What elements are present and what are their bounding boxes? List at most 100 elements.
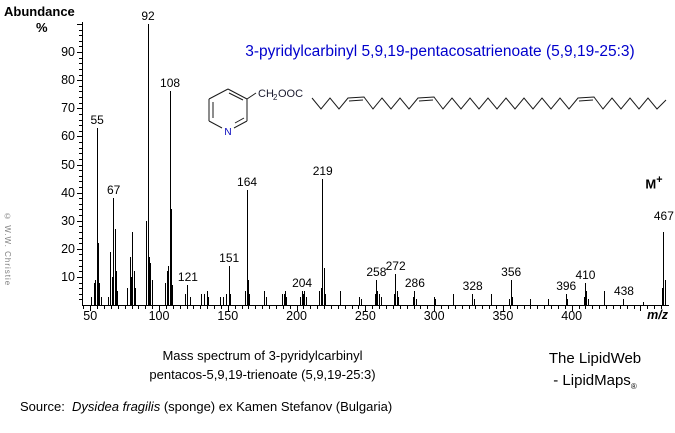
peak-bar bbox=[206, 290, 208, 305]
x-axis-tick bbox=[537, 306, 539, 309]
peak-bar bbox=[132, 231, 134, 305]
y-axis-tick bbox=[79, 85, 82, 87]
peak-bar bbox=[133, 271, 135, 305]
peak-bar bbox=[510, 279, 512, 305]
x-axis-tick bbox=[468, 306, 470, 309]
peak-label: 396 bbox=[556, 278, 577, 293]
caption-line-1: Mass spectrum of 3-pyridylcarbinyl bbox=[162, 348, 363, 363]
peak-bar bbox=[99, 282, 101, 305]
peak-bar bbox=[529, 299, 531, 305]
x-axis-tick bbox=[392, 306, 394, 309]
peak-bar bbox=[565, 293, 567, 305]
x-axis-tick bbox=[296, 306, 298, 311]
x-axis-tick bbox=[502, 306, 504, 311]
x-axis-tick bbox=[193, 306, 195, 309]
x-axis-tick bbox=[165, 306, 167, 309]
y-axis-tick bbox=[79, 113, 82, 115]
y-axis-tick bbox=[79, 35, 82, 37]
y-axis-tick bbox=[77, 80, 82, 82]
compound-title: 3-pyridylcarbinyl 5,9,19-pentacosatrieno… bbox=[245, 43, 635, 60]
x-axis-tick bbox=[124, 306, 126, 309]
peak-bar bbox=[414, 290, 416, 305]
peak-bar bbox=[381, 296, 383, 305]
y-tick-label: 90 bbox=[61, 45, 75, 60]
peak-label: 108 bbox=[160, 76, 181, 91]
x-axis-tick bbox=[152, 306, 154, 309]
x-axis-tick bbox=[592, 306, 594, 309]
x-axis-tick bbox=[482, 306, 484, 309]
y-axis-tick bbox=[77, 24, 82, 25]
peak-bar bbox=[201, 293, 203, 305]
y-axis-tick bbox=[79, 158, 82, 160]
peak-bar bbox=[91, 296, 93, 305]
x-axis-tick bbox=[571, 306, 573, 311]
peak-bar bbox=[150, 262, 152, 305]
peak-bar bbox=[282, 293, 284, 305]
x-axis-tick bbox=[530, 306, 532, 309]
figure-caption: Mass spectrum of 3-pyridylcarbinyl penta… bbox=[90, 346, 435, 384]
y-axis-tick bbox=[79, 91, 82, 93]
y-axis-tick bbox=[77, 52, 82, 54]
peak-bar bbox=[169, 91, 171, 305]
x-axis-tick bbox=[179, 306, 181, 309]
peak-bar bbox=[148, 257, 150, 305]
peak-bar bbox=[547, 299, 549, 305]
peak-label: 272 bbox=[385, 259, 406, 274]
peak-label: 438 bbox=[613, 284, 634, 299]
x-axis-line bbox=[82, 305, 669, 306]
x-tick-label: 50 bbox=[83, 309, 98, 323]
peak-bar bbox=[265, 296, 267, 305]
x-axis-tick bbox=[145, 306, 147, 309]
peak-bar bbox=[374, 293, 376, 305]
peak-bar bbox=[583, 296, 585, 305]
x-axis-tick bbox=[413, 306, 415, 309]
peak-bar bbox=[114, 229, 116, 305]
peak-bar bbox=[115, 271, 117, 305]
peak-bar bbox=[146, 220, 148, 305]
x-axis-tick bbox=[207, 306, 209, 309]
y-axis-tick bbox=[79, 170, 82, 172]
x-axis-tick bbox=[317, 306, 319, 309]
peak-bar bbox=[151, 279, 153, 305]
y-axis-tick bbox=[79, 57, 82, 59]
x-axis-tick bbox=[496, 306, 498, 309]
y-axis-tick bbox=[79, 299, 82, 301]
x-tick-label: 200 bbox=[286, 309, 307, 323]
x-axis-tick bbox=[427, 306, 429, 309]
y-axis-tick bbox=[79, 293, 82, 295]
x-tick-label: 300 bbox=[423, 309, 445, 323]
y-axis-tick bbox=[79, 203, 82, 205]
peak-bar bbox=[98, 243, 99, 305]
x-axis-tick bbox=[447, 306, 449, 309]
peak-bar bbox=[225, 293, 227, 305]
peak-bar bbox=[472, 293, 474, 305]
x-axis-tick bbox=[578, 306, 580, 309]
y-axis-title: Abundance bbox=[4, 4, 75, 19]
x-tick-label: 250 bbox=[354, 309, 376, 323]
x-axis-tick bbox=[633, 306, 635, 309]
x-axis-tick bbox=[599, 306, 601, 309]
peak-bar bbox=[187, 285, 189, 305]
ester-group-ch: CH bbox=[258, 88, 274, 100]
x-axis-tick bbox=[83, 306, 85, 309]
x-axis-tick bbox=[104, 306, 105, 309]
peak-bar bbox=[378, 293, 380, 305]
x-axis-tick bbox=[557, 306, 559, 309]
peak-bar bbox=[300, 296, 302, 305]
peak-bar bbox=[340, 290, 342, 305]
x-axis-tick bbox=[454, 306, 456, 309]
peak-bar bbox=[304, 290, 306, 305]
peak-bar bbox=[107, 296, 109, 305]
peak-label: 356 bbox=[501, 264, 522, 279]
x-axis-tick bbox=[475, 306, 477, 309]
peak-bar bbox=[302, 293, 304, 305]
peak-bar bbox=[96, 127, 98, 305]
x-tick-label: 100 bbox=[148, 309, 170, 323]
brand-line-1: The LipidWeb bbox=[548, 350, 642, 367]
x-axis-tick bbox=[386, 306, 387, 309]
peak-bar bbox=[184, 293, 186, 305]
y-axis-tick bbox=[79, 260, 82, 262]
peak-label: 164 bbox=[237, 174, 258, 189]
x-axis-tick bbox=[358, 306, 360, 309]
peak-bar bbox=[220, 296, 222, 305]
